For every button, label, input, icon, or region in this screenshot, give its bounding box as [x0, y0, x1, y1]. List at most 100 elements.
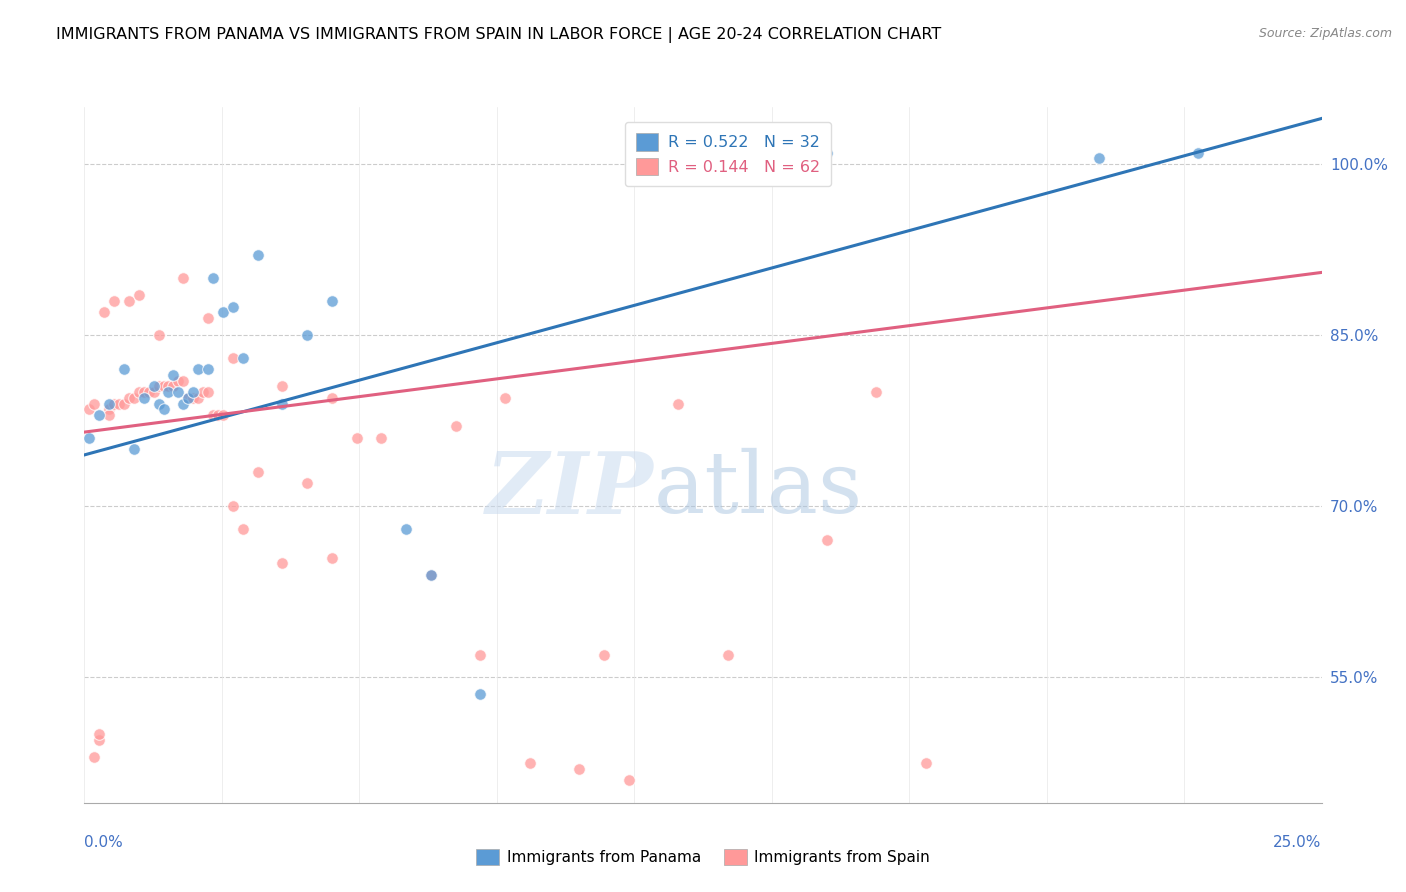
- Text: ZIP: ZIP: [485, 448, 654, 532]
- Point: [112, 362, 135, 376]
- Point: [79, 431, 101, 445]
- Point: [83, 396, 105, 410]
- Point: [295, 328, 318, 343]
- Point: [181, 385, 204, 400]
- Text: 0.0%: 0.0%: [84, 836, 124, 850]
- Point: [470, 688, 492, 702]
- Point: [89, 727, 111, 741]
- Point: [138, 385, 160, 400]
- Point: [321, 293, 343, 308]
- Point: [162, 368, 184, 382]
- Point: [202, 408, 225, 422]
- Point: [222, 351, 245, 365]
- Point: [122, 442, 145, 457]
- Point: [212, 305, 235, 319]
- Point: [167, 374, 190, 388]
- Point: [717, 145, 740, 160]
- Point: [98, 396, 121, 410]
- Point: [122, 391, 145, 405]
- Point: [177, 391, 200, 405]
- Point: [212, 408, 235, 422]
- Point: [197, 311, 219, 326]
- Point: [419, 567, 441, 582]
- Point: [321, 550, 343, 565]
- Point: [152, 402, 174, 417]
- Point: [83, 750, 105, 764]
- Text: IMMIGRANTS FROM PANAMA VS IMMIGRANTS FROM SPAIN IN LABOR FORCE | AGE 20-24 CORRE: IMMIGRANTS FROM PANAMA VS IMMIGRANTS FRO…: [56, 27, 942, 43]
- Point: [187, 362, 209, 376]
- Point: [172, 271, 194, 285]
- Point: [118, 293, 141, 308]
- Point: [132, 385, 155, 400]
- Point: [271, 556, 294, 570]
- Point: [202, 271, 225, 285]
- Legend: Immigrants from Panama, Immigrants from Spain: Immigrants from Panama, Immigrants from …: [470, 843, 936, 871]
- Point: [419, 567, 441, 582]
- Point: [295, 476, 318, 491]
- Point: [162, 379, 184, 393]
- Point: [207, 408, 229, 422]
- Point: [89, 733, 111, 747]
- Point: [865, 385, 887, 400]
- Point: [346, 431, 368, 445]
- Point: [568, 762, 591, 776]
- Point: [1088, 152, 1111, 166]
- Point: [172, 374, 194, 388]
- Text: atlas: atlas: [654, 448, 863, 532]
- Point: [89, 408, 111, 422]
- Point: [321, 391, 343, 405]
- Point: [157, 379, 180, 393]
- Point: [112, 396, 135, 410]
- Point: [232, 522, 254, 536]
- Point: [181, 391, 204, 405]
- Point: [167, 385, 190, 400]
- Point: [197, 362, 219, 376]
- Point: [470, 648, 492, 662]
- Point: [593, 648, 616, 662]
- Point: [370, 431, 392, 445]
- Point: [148, 379, 170, 393]
- Text: 25.0%: 25.0%: [1274, 836, 1322, 850]
- Point: [152, 379, 174, 393]
- Point: [157, 385, 180, 400]
- Point: [172, 396, 194, 410]
- Point: [103, 396, 125, 410]
- Point: [148, 396, 170, 410]
- Point: [191, 385, 214, 400]
- Point: [98, 402, 121, 417]
- Point: [717, 648, 740, 662]
- Point: [142, 385, 165, 400]
- Point: [108, 396, 131, 410]
- Point: [142, 379, 165, 393]
- Text: Source: ZipAtlas.com: Source: ZipAtlas.com: [1258, 27, 1392, 40]
- Point: [790, 152, 813, 166]
- Point: [246, 248, 269, 262]
- Point: [98, 408, 121, 422]
- Point: [395, 522, 418, 536]
- Point: [187, 391, 209, 405]
- Point: [222, 300, 245, 314]
- Point: [79, 402, 101, 417]
- Point: [271, 379, 294, 393]
- Point: [815, 533, 838, 548]
- Point: [232, 351, 254, 365]
- Point: [132, 391, 155, 405]
- Point: [148, 328, 170, 343]
- Point: [197, 385, 219, 400]
- Point: [128, 385, 150, 400]
- Legend: R = 0.522   N = 32, R = 0.144   N = 62: R = 0.522 N = 32, R = 0.144 N = 62: [624, 122, 831, 186]
- Point: [271, 396, 294, 410]
- Point: [222, 500, 245, 514]
- Point: [1187, 145, 1209, 160]
- Point: [444, 419, 467, 434]
- Point: [666, 396, 689, 410]
- Point: [494, 391, 516, 405]
- Point: [617, 772, 640, 787]
- Point: [177, 391, 200, 405]
- Point: [118, 391, 141, 405]
- Point: [246, 465, 269, 479]
- Point: [93, 305, 115, 319]
- Point: [914, 756, 936, 770]
- Point: [128, 288, 150, 302]
- Point: [103, 293, 125, 308]
